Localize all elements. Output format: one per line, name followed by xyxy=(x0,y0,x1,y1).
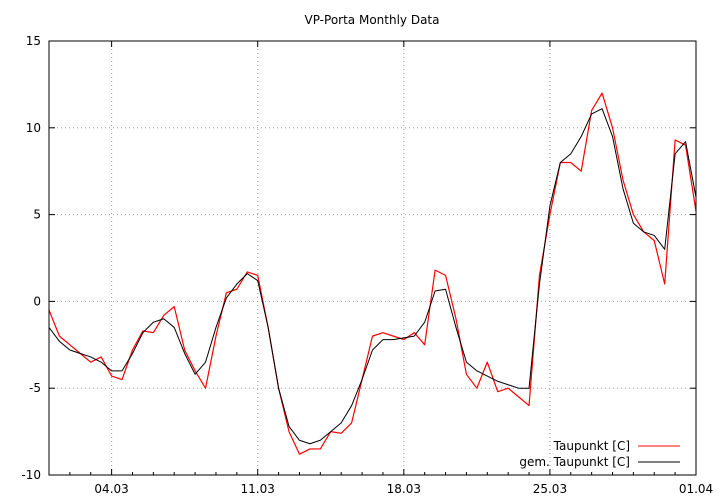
series-layer xyxy=(48,92,697,455)
chart-title: VP-Porta Monthly Data xyxy=(305,13,440,27)
series-line-gem-taupunkt xyxy=(48,108,697,445)
x-tick-label: 04.03 xyxy=(94,482,128,496)
y-tick-label: -5 xyxy=(29,381,41,395)
legend-label-taupunkt: Taupunkt [C] xyxy=(553,439,630,453)
x-tick-label: 18.03 xyxy=(387,482,421,496)
legend-label-gem-taupunkt: gem. Taupunkt [C] xyxy=(519,455,630,469)
ticks: 15 10 5 0 -5 -10 04.03 11.03 18.03 25.03 01.04 xyxy=(21,34,713,496)
legend: Taupunkt [C] gem. Taupunkt [C] xyxy=(519,439,680,469)
y-tick-label: 10 xyxy=(26,121,41,135)
y-tick-label: -10 xyxy=(21,468,41,482)
y-tick-label: 5 xyxy=(33,208,41,222)
grid xyxy=(49,41,696,475)
y-tick-label: 0 xyxy=(33,294,41,308)
x-tick-label: 11.03 xyxy=(241,482,275,496)
x-tick-label: 01.04 xyxy=(679,482,713,496)
plot-area-border xyxy=(48,40,697,476)
series-line-taupunkt xyxy=(48,92,697,455)
x-tick-label: 25.03 xyxy=(533,482,567,496)
y-tick-label: 15 xyxy=(26,34,41,48)
